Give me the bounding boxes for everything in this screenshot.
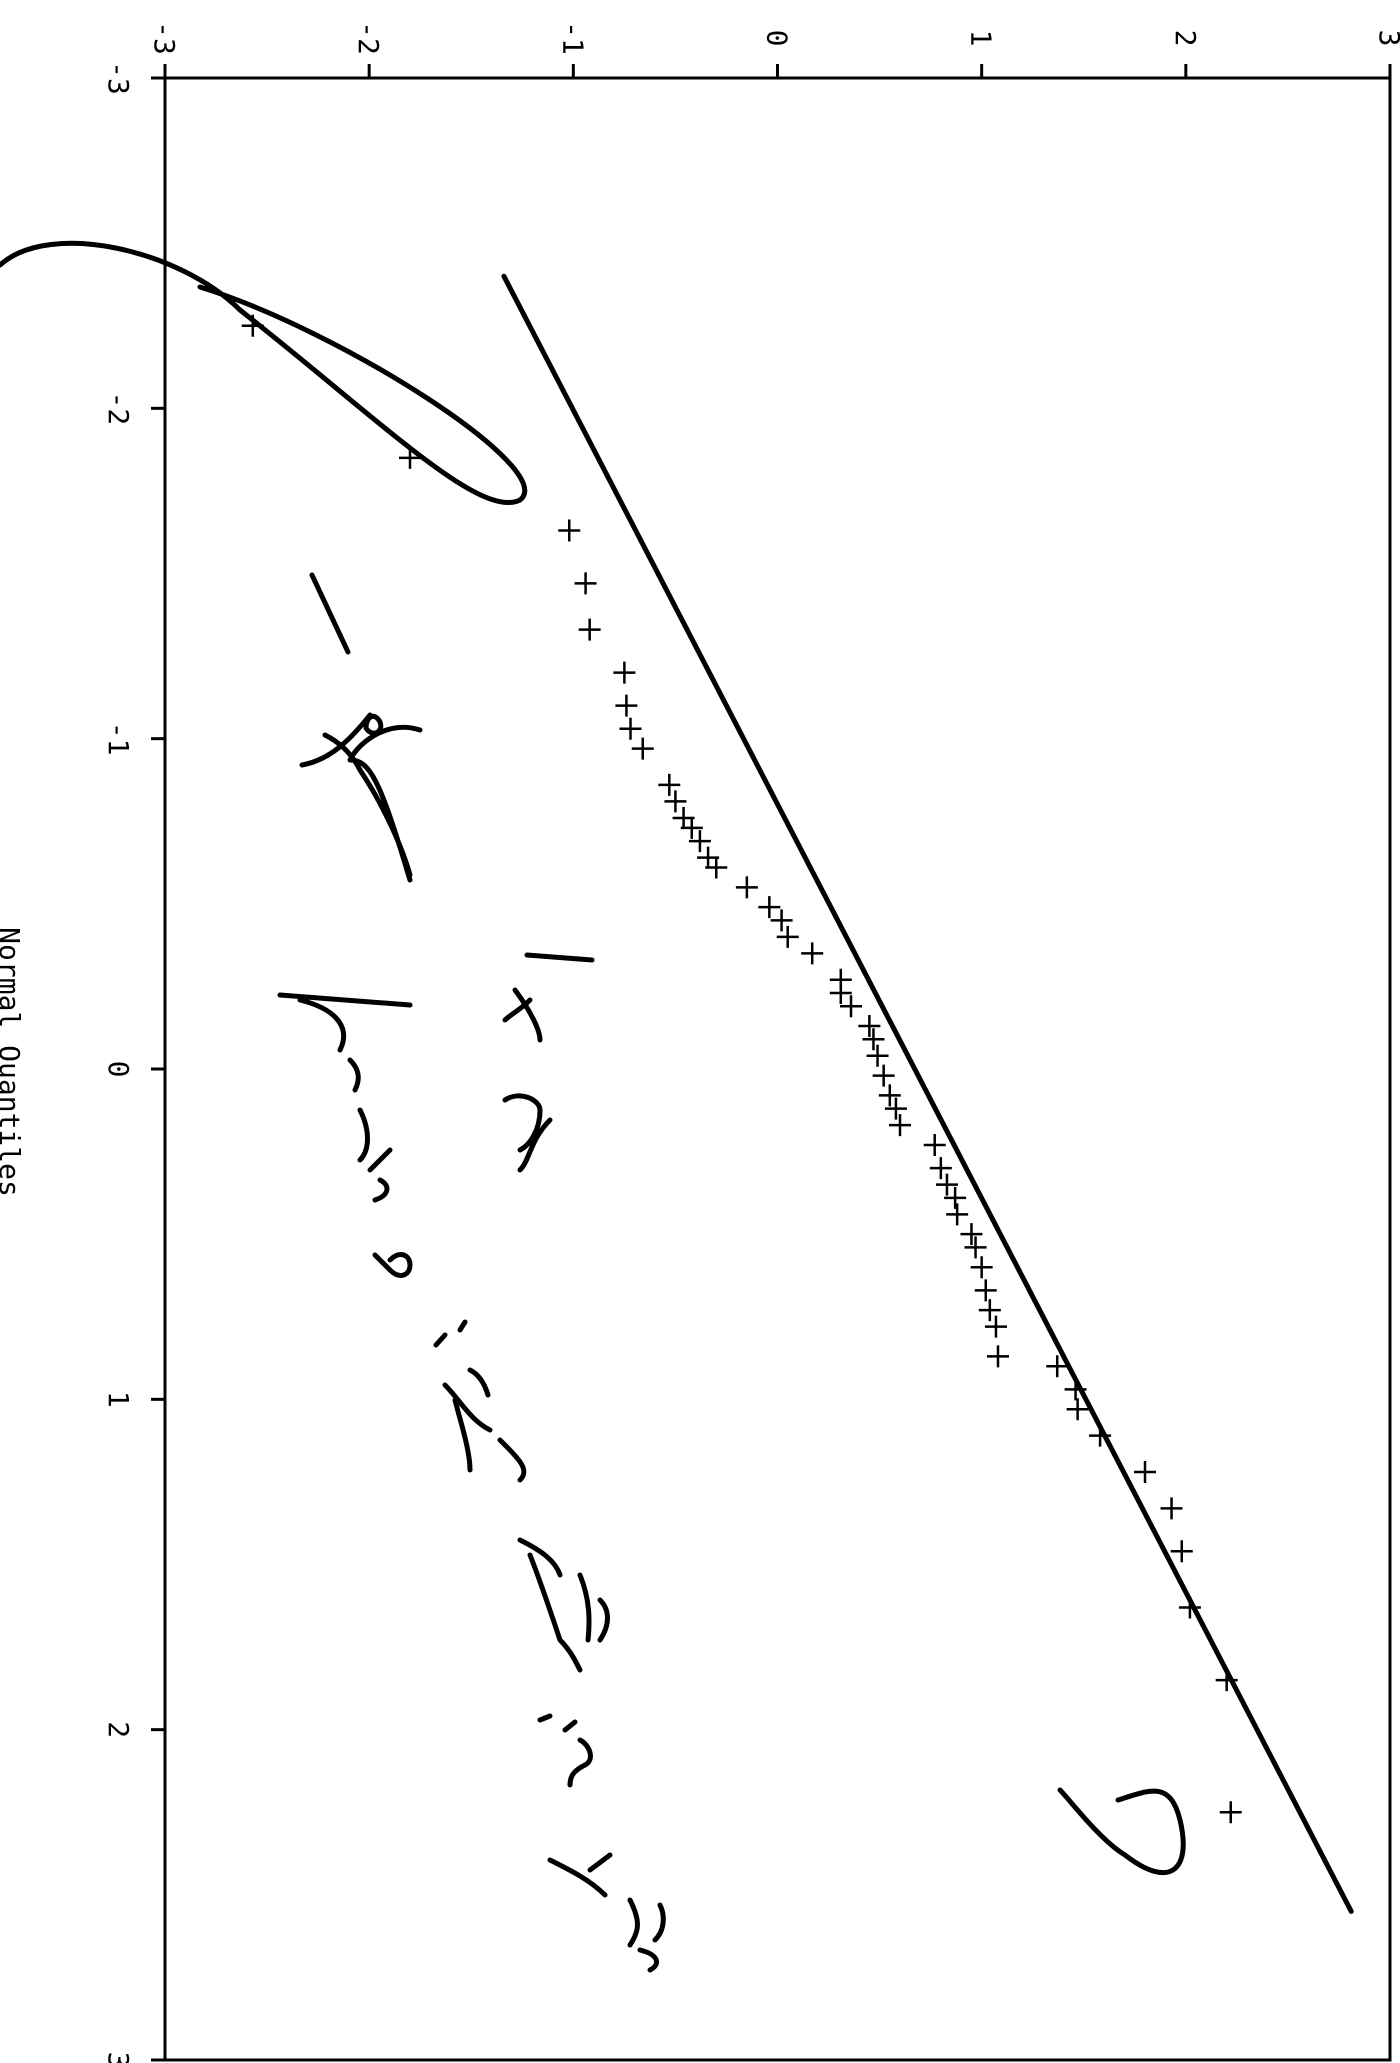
data-point (558, 519, 581, 542)
data-point (889, 1114, 911, 1137)
handwriting-word-points (277, 992, 413, 1203)
x-tick-label: 3 (102, 2052, 135, 2063)
handwritten-annotations (0, 240, 1186, 1973)
x-tick-label: -3 (102, 61, 135, 95)
data-point (960, 1223, 983, 1246)
x-axis: -3 -2 -1 0 1 2 3 (102, 61, 165, 2063)
data-point (923, 1133, 946, 1156)
data-points (241, 314, 1242, 1824)
x-tick-label: -2 (102, 391, 135, 425)
data-point (619, 717, 642, 740)
data-point (987, 1345, 1009, 1368)
reference-line (501, 273, 1354, 1914)
data-point (935, 1173, 958, 1196)
x-tick-label: 0 (102, 1061, 135, 1078)
data-point (858, 1015, 881, 1038)
y-axis: -3 -2 -1 0 1 2 3 (148, 21, 1400, 78)
x-tick-label: 2 (102, 1721, 135, 1738)
data-point (688, 830, 711, 853)
data-point (758, 896, 781, 919)
data-point (631, 737, 654, 760)
handwriting-word-off (517, 1537, 610, 1673)
data-point (1215, 1669, 1238, 1692)
y-tick-label: 0 (761, 30, 794, 47)
data-point (1160, 1497, 1183, 1520)
outlier-ellipse-lower (0, 240, 528, 506)
handwriting-word-little (433, 1319, 527, 1483)
handwriting-word-often (299, 712, 423, 883)
data-point (801, 942, 824, 965)
data-point (970, 1256, 993, 1279)
handwriting-word-a (372, 1252, 413, 1278)
data-point (574, 572, 597, 595)
x-axis-label: Normal Quantiles (0, 927, 26, 1197)
data-point (929, 1157, 952, 1180)
data-point (946, 1203, 969, 1226)
data-point (680, 816, 703, 839)
data-point (978, 1299, 1001, 1322)
data-point (964, 1236, 987, 1259)
rotated-plot-group: -3 -2 -1 0 1 2 3 -3 -2 -1 0 1 2 3 Normal Quantiles (0, 21, 1400, 2063)
data-point (829, 982, 852, 1005)
data-point (770, 909, 793, 932)
data-point (1089, 1424, 1112, 1447)
data-point (613, 661, 636, 684)
handwriting-word-1or2 (502, 952, 595, 1173)
data-point (878, 1084, 901, 1107)
data-point (1170, 1540, 1193, 1563)
data-point (1134, 1461, 1156, 1484)
y-tick-label: 1 (965, 30, 998, 47)
data-point (1064, 1378, 1087, 1401)
plot-frame (163, 76, 1392, 2062)
data-point (884, 1097, 907, 1120)
data-point (944, 1186, 967, 1209)
y-tick-label: -1 (556, 21, 589, 55)
data-point (705, 856, 728, 879)
data-point (735, 876, 758, 899)
data-point (1219, 1801, 1242, 1824)
data-point (984, 1315, 1007, 1338)
x-tick-label: -1 (102, 722, 135, 756)
data-point (862, 1028, 885, 1051)
data-point (664, 790, 687, 813)
data-point (776, 925, 799, 948)
y-tick-label: -2 (352, 21, 385, 55)
y-tick-label: -3 (148, 21, 181, 55)
y-tick-label: 2 (1169, 30, 1202, 47)
handwriting-dash (309, 572, 351, 655)
data-point (974, 1279, 997, 1302)
data-point (1066, 1398, 1089, 1421)
handwriting-word-in (537, 1713, 593, 1788)
data-point (658, 773, 681, 796)
data-point (1178, 1596, 1201, 1619)
data-point (1046, 1355, 1069, 1378)
data-point (578, 618, 601, 641)
data-point (840, 995, 862, 1018)
x-tick-label: 1 (102, 1391, 135, 1408)
data-point (866, 1044, 889, 1067)
outlier-ellipse-upper (1057, 1787, 1186, 1876)
data-point (872, 1064, 895, 1087)
y-tick-label: 3 (1373, 30, 1400, 47)
data-point (615, 694, 638, 717)
handwriting-word-tails (547, 1852, 666, 1973)
